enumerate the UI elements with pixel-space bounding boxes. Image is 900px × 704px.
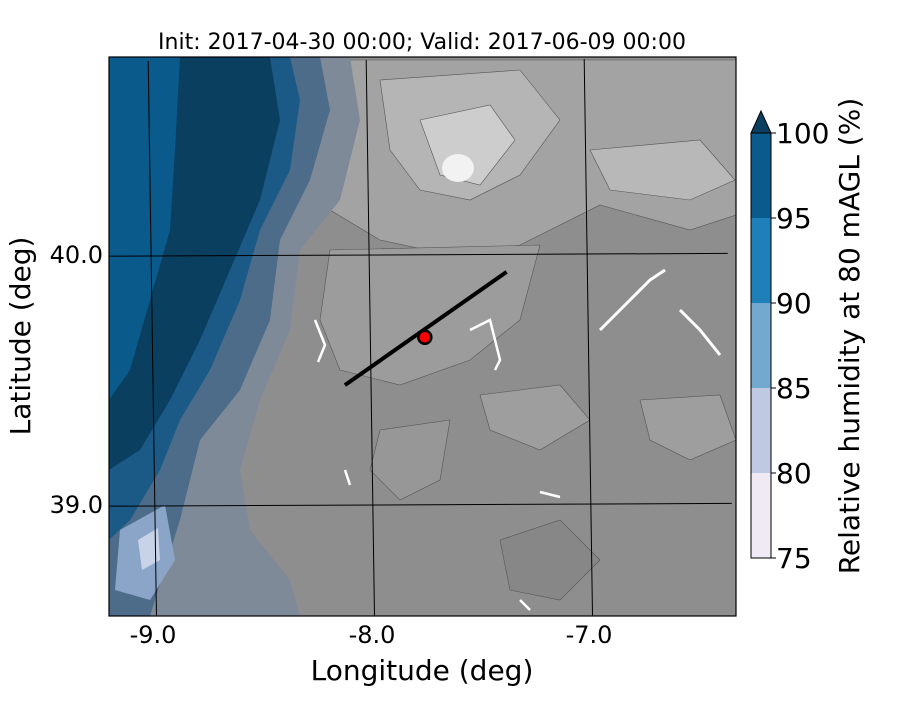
river-1 xyxy=(598,268,666,332)
graticule-parallel xyxy=(109,252,728,257)
colorbar-segment xyxy=(751,388,771,473)
colorbar-tick-label: 80 xyxy=(776,457,812,490)
colorbar xyxy=(750,109,772,559)
y-axis-label: Latitude (deg) xyxy=(4,237,37,436)
terrain-zone-s4 xyxy=(499,519,601,601)
colorbar-segment xyxy=(751,303,771,388)
x-tick-labels: -9.0 -8.0 -7.0 xyxy=(130,621,613,649)
y-tick-label: 39.0 xyxy=(50,491,103,519)
colorbar-tick-labels: 75 80 85 90 95 100 xyxy=(771,117,829,575)
terrain-zone-ne xyxy=(589,139,736,201)
y-tick-labels: 40.0 39.0 xyxy=(50,241,103,519)
river-2 xyxy=(678,308,722,356)
x-tick-label: -7.0 xyxy=(566,621,613,649)
colorbar-tick-label: 75 xyxy=(776,542,812,575)
y-tick-label: 40.0 xyxy=(50,241,103,269)
figure-title: Init: 2017-04-30 00:00; Valid: 2017-06-0… xyxy=(158,30,686,55)
x-axis-label: Longitude (deg) xyxy=(311,654,534,687)
graticule-parallel xyxy=(109,502,732,507)
site-marker xyxy=(417,329,433,345)
colorbar-tick-label: 90 xyxy=(776,287,812,320)
river-6 xyxy=(343,469,352,486)
colorbar-tick-label: 95 xyxy=(776,202,812,235)
colorbar-segment xyxy=(751,473,771,558)
river-5 xyxy=(539,490,561,499)
graticule-meridian xyxy=(365,59,375,616)
x-tick-label: -9.0 xyxy=(130,621,177,649)
terrain-zone-s2 xyxy=(639,394,736,461)
colorbar-tick-label: 85 xyxy=(776,372,812,405)
humid-zone-sw-light xyxy=(138,528,160,570)
river-3 xyxy=(469,318,502,371)
humid-zone-coast xyxy=(109,57,180,400)
river-7 xyxy=(519,599,531,611)
terrain-peak xyxy=(442,154,474,182)
colorbar-label: Relative humidity at 80 mAGL (%) xyxy=(833,98,866,575)
graticule-meridian xyxy=(147,60,157,616)
map-panel xyxy=(109,57,736,616)
colorbar-segment xyxy=(751,133,771,218)
map-frame xyxy=(108,56,737,617)
colorbar-extend-arrow xyxy=(750,109,772,134)
terrain-zone-s3 xyxy=(369,419,451,501)
river-4 xyxy=(313,319,327,363)
colorbar-tick-label: 100 xyxy=(776,117,829,150)
colorbar-frame xyxy=(750,132,772,559)
colorbar-segment xyxy=(751,218,771,303)
x-tick-label: -8.0 xyxy=(349,621,396,649)
terrain-zone-center xyxy=(319,244,541,386)
graticule xyxy=(109,58,732,616)
cross-section-line xyxy=(343,270,508,387)
graticule-meridian xyxy=(583,58,594,616)
terrain-zone-s1 xyxy=(479,384,591,451)
